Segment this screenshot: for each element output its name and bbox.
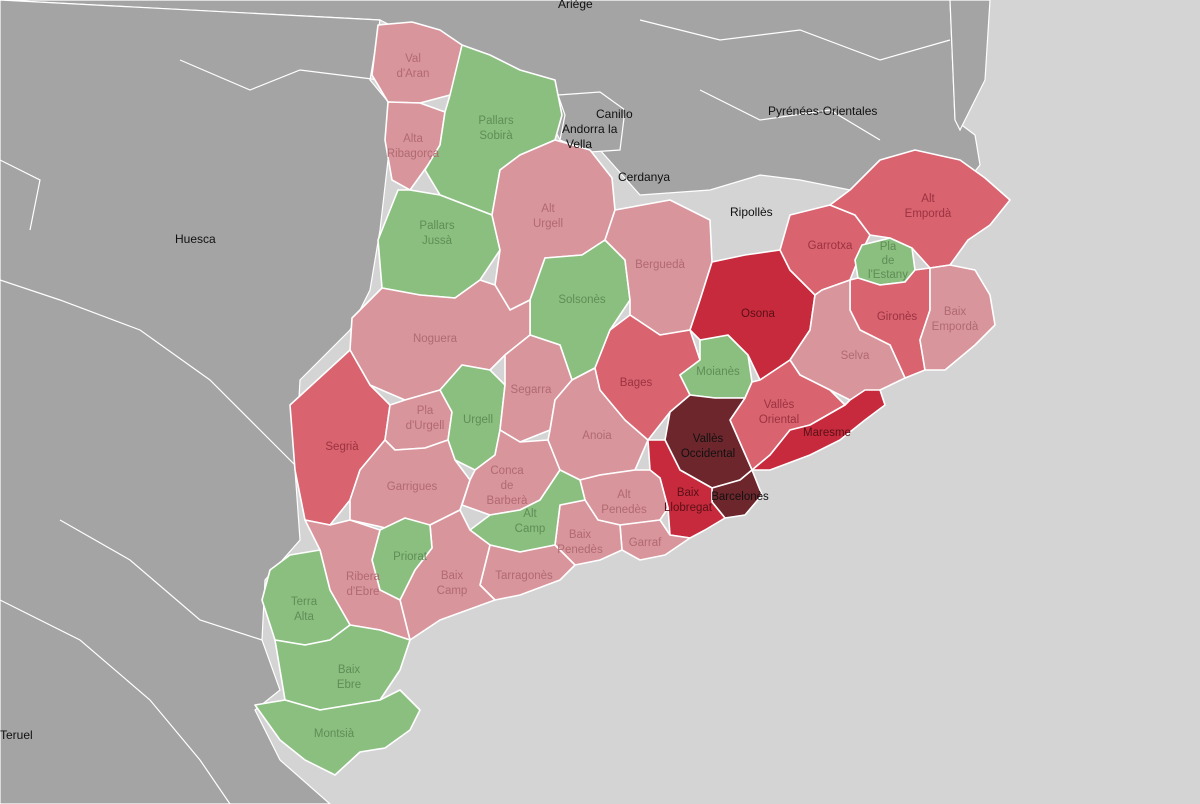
border-line [0, 159, 41, 231]
border-line [59, 519, 263, 641]
label-andorra-la: Andorra la [562, 122, 618, 136]
border-line [0, 599, 231, 804]
label-canillo: Canillo [596, 107, 633, 121]
border-line [0, 279, 301, 471]
label-teruel: Teruel [0, 728, 33, 742]
label-vella: Vella [566, 137, 592, 151]
outer-labels: Ariège Canillo Andorra la Vella Pyrénées… [0, 0, 877, 742]
label-pyrenees-orientales: Pyrénées-Orientales [768, 104, 877, 118]
region-baix-emporda[interactable] [919, 264, 996, 371]
france-east-land [949, 0, 991, 132]
region-garraf[interactable] [619, 519, 691, 561]
region-alt-emporda[interactable] [829, 149, 1011, 269]
region-pla-durgell[interactable] [384, 389, 453, 451]
region-maresme[interactable] [751, 389, 886, 471]
label-cerdanya: Cerdanya [618, 170, 670, 184]
border-line [699, 89, 881, 141]
andorra-land [557, 91, 626, 153]
border-line [179, 59, 381, 91]
label-ripolles: Ripollès [730, 205, 773, 219]
region-montsia[interactable] [254, 689, 421, 776]
regions[interactable] [254, 21, 1011, 776]
label-huesca: Huesca [175, 232, 216, 246]
border-line [639, 19, 951, 61]
region-tarragones[interactable] [479, 544, 576, 601]
label-ariege: Ariège [558, 0, 593, 11]
